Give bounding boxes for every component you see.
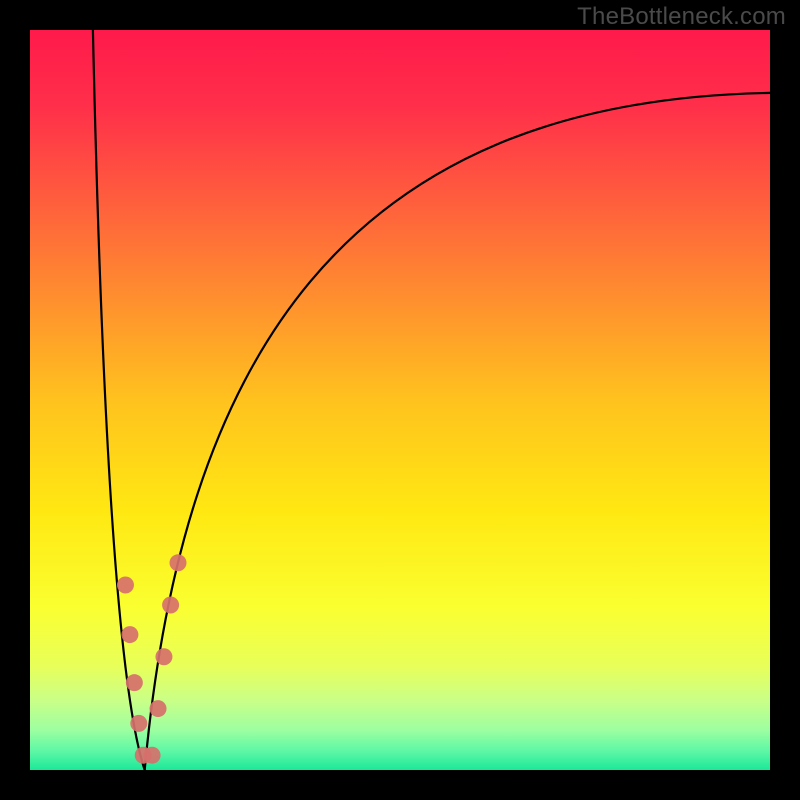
marker-point bbox=[150, 700, 167, 717]
marker-point bbox=[155, 648, 172, 665]
marker-point bbox=[117, 577, 134, 594]
plot-area bbox=[30, 30, 770, 770]
chart-frame: TheBottleneck.com bbox=[0, 0, 800, 800]
marker-point bbox=[144, 747, 161, 764]
marker-point bbox=[162, 596, 179, 613]
watermark-text: TheBottleneck.com bbox=[577, 3, 786, 31]
marker-point bbox=[130, 715, 147, 732]
marker-point bbox=[170, 554, 187, 571]
marker-point bbox=[121, 626, 138, 643]
marker-point bbox=[126, 674, 143, 691]
bottleneck-chart bbox=[0, 0, 800, 800]
